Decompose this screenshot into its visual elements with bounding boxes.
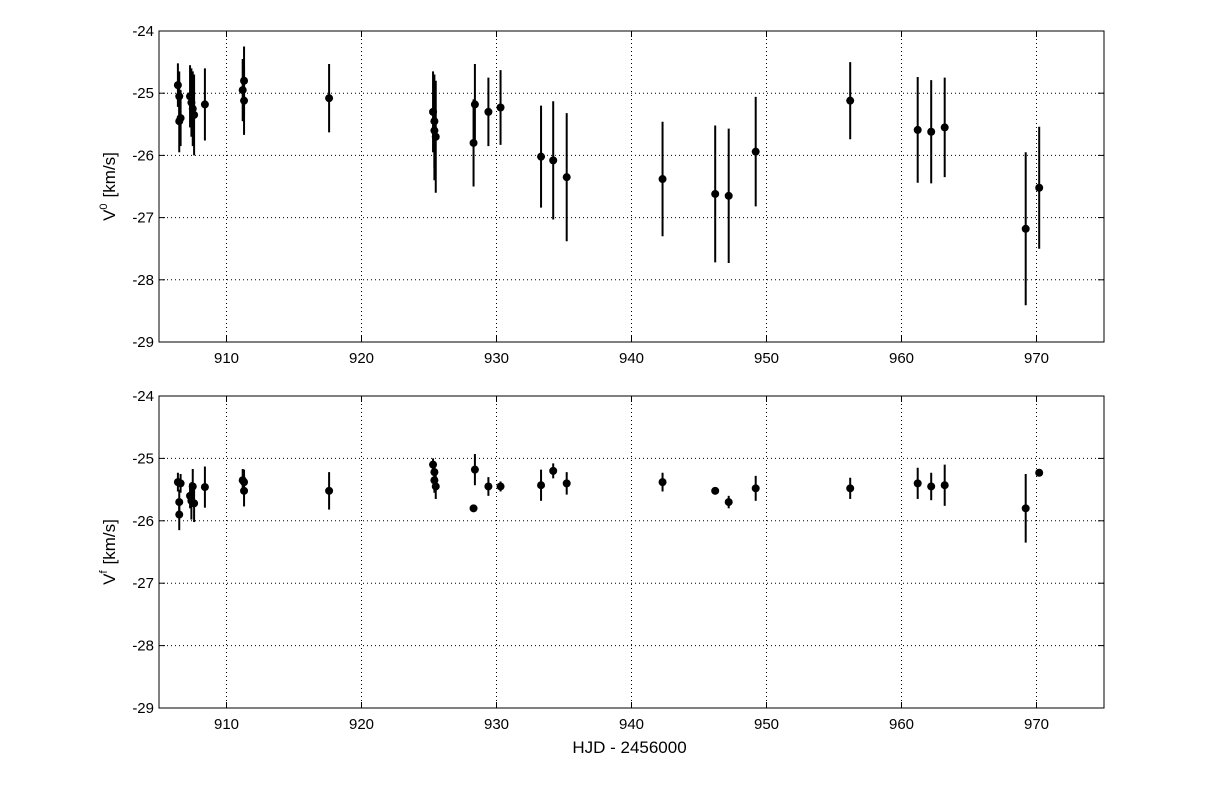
data-point [470,100,479,109]
data-point [325,94,334,103]
data-point [562,479,571,488]
data-point [549,156,558,165]
data-point [562,173,571,182]
x-tick-label: 930 [484,716,509,733]
data-point [240,478,249,487]
plot-area [159,31,1104,342]
data-point [913,125,922,134]
data-point [940,123,949,132]
x-tick-label: 910 [214,716,239,733]
data-point [846,484,855,493]
y-tick-label: -24 [132,23,154,40]
data-point [940,481,949,490]
y-axis-label-unit: [km/s] [100,519,119,564]
x-tick-label: 970 [1024,350,1049,367]
data-point [240,96,249,105]
y-tick-label: -26 [132,147,154,164]
data-point [724,498,733,507]
data-point [846,96,855,105]
data-point [200,483,209,492]
y-axis-label-main: V [100,573,119,585]
x-tick-label: 920 [349,716,374,733]
data-point [238,86,247,95]
data-point [751,147,760,156]
y-axis-label: Vf [km/s] [98,519,119,585]
data-point [658,175,667,184]
panel-2: 910 920 930 940 950 960 970 -29 -28 -27 -26 -25 -24 V… [98,388,1105,757]
x-tick-label: 940 [619,716,644,733]
y-tick-label: -27 [132,575,154,592]
x-tick-label: 950 [754,350,779,367]
y-axis-label-superscript: 0 [98,203,110,209]
x-tick-label: 950 [754,716,779,733]
data-point [429,460,438,469]
data-point [176,479,185,488]
x-tick-label: 920 [349,350,374,367]
data-point [469,504,478,513]
data-point [484,482,493,491]
data-point [549,466,558,475]
y-tick-label: -25 [132,85,154,102]
data-point [175,510,184,519]
data-point [658,478,667,487]
data-point [176,114,185,123]
panel-1: 910 920 930 940 950 960 970 -29 -28 -27 -26 -25 -24 V… [98,23,1105,367]
data-point [431,482,440,491]
x-tick-label: 930 [484,350,509,367]
y-axis-label-superscript: f [98,570,110,574]
data-point [188,482,197,491]
data-point [537,152,546,161]
data-point [913,479,922,488]
data-point [724,191,733,200]
data-point [927,127,936,136]
data-point [469,138,478,147]
y-axis-label-main: V [100,209,119,221]
data-point [200,100,209,109]
y-tick-label: -29 [132,700,154,717]
data-point [927,482,936,491]
y-tick-label: -26 [132,513,154,530]
data-point [1035,468,1044,477]
data-point [711,189,720,198]
x-tick-label: 960 [889,716,914,733]
y-axis-label-unit: [km/s] [100,152,119,197]
y-tick-label: -25 [132,450,154,467]
data-point [1035,183,1044,192]
data-point [190,499,199,508]
y-tick-label: -29 [132,334,154,351]
data-point [190,110,199,119]
y-tick-label: -28 [132,638,154,655]
x-axis-label: HJD - 2456000 [572,738,686,757]
data-point [1021,224,1030,233]
data-point [484,107,493,116]
x-tick-label: 970 [1024,716,1049,733]
data-point [496,482,505,491]
y-axis-label: V0 [km/s] [98,152,119,221]
data-point [711,486,720,495]
x-tick-label: 940 [619,350,644,367]
y-tick-label: -28 [132,272,154,289]
data-point [325,486,334,495]
x-tick-label: 910 [214,350,239,367]
y-tick-label: -27 [132,210,154,227]
data-point [537,481,546,490]
data-point [1021,504,1030,513]
data-point [173,81,182,90]
data-point [496,103,505,112]
data-point [751,484,760,493]
y-tick-label: -24 [132,388,154,405]
data-point [470,465,479,474]
data-point [431,132,440,141]
x-tick-label: 960 [889,350,914,367]
